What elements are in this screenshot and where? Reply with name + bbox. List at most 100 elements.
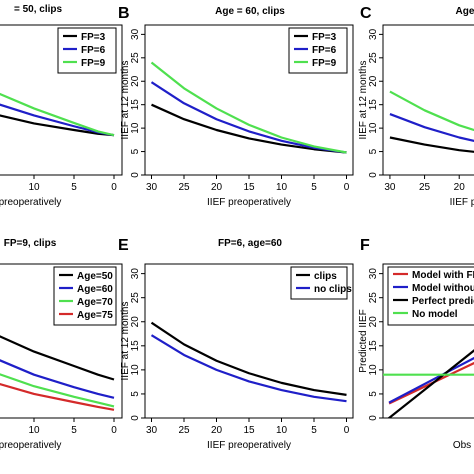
x-tick-label: 5	[71, 425, 77, 436]
y-tick-label: 10	[368, 364, 379, 376]
x-tick-label: 10	[276, 425, 288, 436]
legend-label: Perfect predict	[412, 296, 474, 307]
legend-label: Age=50	[77, 271, 113, 282]
legend-box	[53, 266, 117, 326]
panel-title: Age	[456, 6, 474, 17]
x-axis-label: preoperatively	[0, 440, 61, 451]
x-axis-label: preoperatively	[0, 197, 61, 208]
y-tick-label: 30	[130, 28, 141, 40]
x-tick-label: 30	[146, 425, 158, 436]
panel-letter: F	[360, 237, 370, 254]
y-tick-label: 10	[130, 122, 141, 134]
series-line-4	[0, 382, 115, 411]
panel-4: 151050preoperativelyFP=9, clipsAge=50Age…	[0, 238, 123, 451]
panel-3: 30 25 20 0 5 10 15 20 25 30 IIEF p IIEF at 12 month…	[358, 5, 474, 208]
y-tick-label: 10	[368, 122, 379, 134]
x-axis-label: IIEF p	[450, 197, 474, 208]
x-tick-label: 5	[311, 182, 317, 193]
panel-title: FP=9, clips	[4, 238, 57, 249]
legend: clips no clips	[290, 266, 352, 300]
x-tick-label: 25	[178, 182, 190, 193]
y-axis-label: Predicted IIEF	[358, 309, 369, 372]
legend-label: No model	[412, 309, 458, 320]
y-tick-label: 20	[368, 316, 379, 328]
legend-box	[387, 266, 474, 326]
x-tick-label: 5	[71, 182, 77, 193]
legend-label: Age=70	[77, 297, 113, 308]
legend-label: clips	[314, 271, 337, 282]
x-tick-label: 10	[276, 182, 288, 193]
x-axis-label: IIEF preoperatively	[207, 440, 291, 451]
y-tick-label: 15	[130, 340, 141, 352]
panel-title: = 50, clips	[14, 4, 63, 15]
series-line-2	[150, 81, 347, 154]
legend-label: FP=9	[312, 58, 337, 69]
series-line-3	[389, 90, 474, 132]
x-tick-label: 0	[344, 425, 350, 436]
panel-title: FP=6, age=60	[218, 238, 282, 249]
legend-label: Model without	[412, 283, 474, 294]
y-tick-label: 0	[368, 172, 379, 178]
x-tick-label: 20	[211, 425, 223, 436]
y-tick-label: 25	[130, 52, 141, 64]
panel-5: 30 25 20 15 10 5 0 0 5 10 15 20 25 30 IIEF preoperativ…	[118, 237, 354, 451]
x-tick-label: 15	[243, 182, 255, 193]
x-tick-label: 20	[454, 182, 466, 193]
x-axis-label: Obs	[453, 440, 471, 451]
y-tick-label: 5	[130, 148, 141, 154]
y-tick-label: 15	[130, 99, 141, 111]
panel-letter: B	[118, 5, 130, 22]
plot-frame	[382, 263, 474, 419]
x-tick-label: 0	[111, 425, 117, 436]
legend-box	[290, 266, 348, 300]
y-tick-label: 20	[130, 316, 141, 328]
legend-label: Age=75	[77, 310, 113, 321]
series-line-2	[388, 356, 474, 404]
y-axis-label: IIEF at 12 months	[120, 302, 131, 381]
x-axis-label: IIEF preoperatively	[207, 197, 291, 208]
y-tick-label: 30	[368, 28, 379, 40]
y-tick-label: 0	[368, 415, 379, 421]
legend: FP=3 FP=6 FP=9	[57, 27, 117, 74]
series-line-3	[0, 92, 115, 137]
x-tick-label: 10	[28, 425, 40, 436]
legend-label: FP=9	[81, 58, 106, 69]
panel-title: Age = 60, clips	[215, 6, 285, 17]
y-tick-label: 30	[368, 268, 379, 280]
y-tick-label: 30	[130, 268, 141, 280]
panel-6: 0 5 10 15 20 25 30 Obs Predicted IIEF F Model with…	[358, 237, 474, 451]
x-tick-label: 25	[178, 425, 190, 436]
series-line-1	[150, 321, 347, 396]
x-tick-label: 0	[344, 182, 350, 193]
panel-2: 30 25 20 15 10 5 0 0 5 10 15 20 25 30 IIEF preoperativ…	[118, 5, 354, 208]
legend: Model with FP Model without Perfect predic…	[387, 266, 474, 326]
x-tick-label: 30	[146, 182, 158, 193]
panel-1: 151050preoperatively= 50, clipsFP=3FP=6F…	[0, 4, 123, 208]
x-tick-label: 10	[28, 182, 40, 193]
y-tick-label: 0	[130, 415, 141, 421]
x-tick-label: 20	[211, 182, 223, 193]
legend-label: Age=60	[77, 284, 113, 295]
legend: Age=50 Age=60 Age=70 Age=75	[53, 266, 117, 326]
legend-label: FP=6	[81, 45, 106, 56]
y-tick-label: 5	[368, 148, 379, 154]
plot-frame	[0, 263, 123, 419]
series-line-3	[150, 61, 347, 154]
legend-label: FP=6	[312, 45, 337, 56]
y-axis-label: IIEF at 12 months	[358, 61, 369, 140]
x-tick-label: 0	[111, 182, 117, 193]
y-tick-label: 5	[368, 391, 379, 397]
series-line-2	[0, 359, 115, 399]
legend-label: no clips	[314, 284, 352, 295]
y-tick-label: 0	[130, 172, 141, 178]
legend-label: Model with FP	[412, 270, 474, 281]
x-tick-label: 5	[311, 425, 317, 436]
y-tick-label: 10	[130, 364, 141, 376]
series-line-1	[0, 335, 115, 381]
y-tick-label: 5	[130, 391, 141, 397]
legend-label: FP=3	[81, 32, 106, 43]
y-tick-label: 25	[368, 52, 379, 64]
x-tick-label: 15	[243, 425, 255, 436]
y-tick-label: 25	[368, 292, 379, 304]
